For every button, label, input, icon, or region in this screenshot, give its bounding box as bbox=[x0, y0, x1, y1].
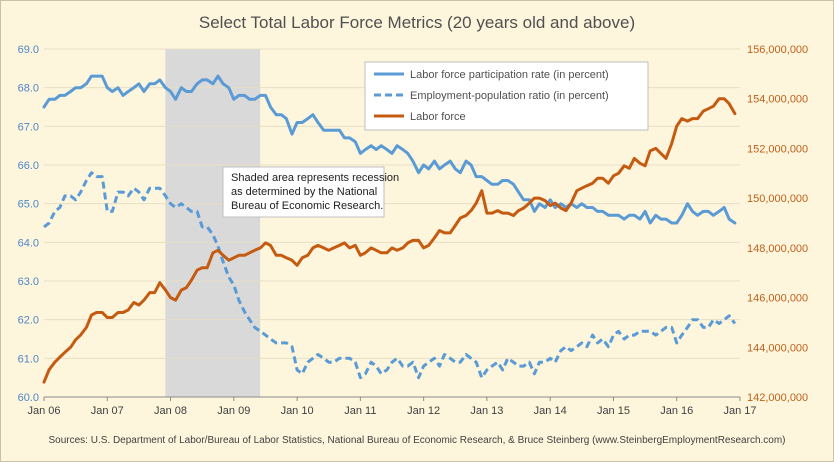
x-tick-label: Jan 12 bbox=[407, 405, 440, 417]
labor-force-line bbox=[42, 97, 737, 384]
y-left-tick-label: 65.0 bbox=[18, 199, 39, 211]
y-right-tick-label: 150,000,000 bbox=[747, 193, 808, 205]
chart-title: Select Total Labor Force Metrics (20 yea… bbox=[199, 13, 635, 32]
y-right-tick-label: 154,000,000 bbox=[747, 94, 808, 106]
x-tick-label: Jan 07 bbox=[91, 405, 124, 417]
y-left-tick-label: 69.0 bbox=[18, 44, 39, 56]
x-tick-label: Jan 06 bbox=[27, 405, 60, 417]
y-left-tick-label: 60.0 bbox=[18, 392, 39, 404]
y-left-tick-label: 68.0 bbox=[18, 83, 39, 95]
legend: Labor force participation rate (in perce… bbox=[364, 61, 649, 131]
legend-label-employment: Employment-population ratio (in percent) bbox=[410, 90, 609, 102]
y-left-tick-label: 67.0 bbox=[18, 121, 39, 133]
x-tick-label: Jan 11 bbox=[344, 405, 376, 417]
legend-label-labor-force: Labor force bbox=[410, 111, 466, 123]
x-tick-label: Jan 10 bbox=[281, 405, 314, 417]
y-right-tick-label: 152,000,000 bbox=[747, 143, 808, 155]
participation-rate-line bbox=[42, 74, 737, 225]
y-left-tick-label: 63.0 bbox=[18, 276, 39, 288]
source-note: Sources: U.S. Department of Labor/Bureau… bbox=[48, 435, 785, 446]
recession-shading bbox=[165, 49, 261, 397]
y-left-tick-label: 64.0 bbox=[18, 237, 39, 249]
y-right-tick-label: 144,000,000 bbox=[747, 342, 808, 354]
x-tick-label: Jan 09 bbox=[217, 405, 250, 417]
y-left-tick-label: 66.0 bbox=[18, 160, 39, 172]
y-left-tick-label: 62.0 bbox=[18, 315, 39, 327]
recession-note-line-1: Shaded area represents recession bbox=[231, 172, 399, 184]
recession-note-line-2: as determined by the National bbox=[231, 186, 377, 198]
y-right-tick-label: 148,000,000 bbox=[747, 243, 808, 255]
x-tick-label: Jan 13 bbox=[470, 405, 503, 417]
y-right-tick-label: 146,000,000 bbox=[747, 293, 808, 305]
recession-note: Shaded area represents recession as dete… bbox=[222, 166, 399, 218]
x-tick-label: Jan 08 bbox=[154, 405, 187, 417]
y-right-tick-label: 142,000,000 bbox=[747, 392, 808, 404]
x-tick-label: Jan 14 bbox=[534, 405, 567, 417]
recession-note-box bbox=[222, 166, 385, 218]
x-tick-label: Jan 16 bbox=[660, 405, 693, 417]
recession-note-line-3: Bureau of Economic Research. bbox=[231, 200, 383, 212]
y-left-tick-label: 61.0 bbox=[18, 353, 39, 365]
legend-label-participation: Labor force participation rate (in perce… bbox=[410, 69, 609, 81]
gridlines bbox=[44, 48, 740, 398]
axes: 60.0 61.0 62.0 63.0 64.0 65.0 66.0 67.0 68.0 69.0… bbox=[18, 44, 809, 417]
x-tick-label: Jan 15 bbox=[597, 405, 630, 417]
x-tick-label: Jan 17 bbox=[723, 405, 756, 417]
employment-ratio-line bbox=[43, 171, 737, 380]
y-right-tick-label: 156,000,000 bbox=[747, 44, 808, 56]
series-layer bbox=[42, 74, 737, 384]
legend-box bbox=[364, 61, 649, 131]
